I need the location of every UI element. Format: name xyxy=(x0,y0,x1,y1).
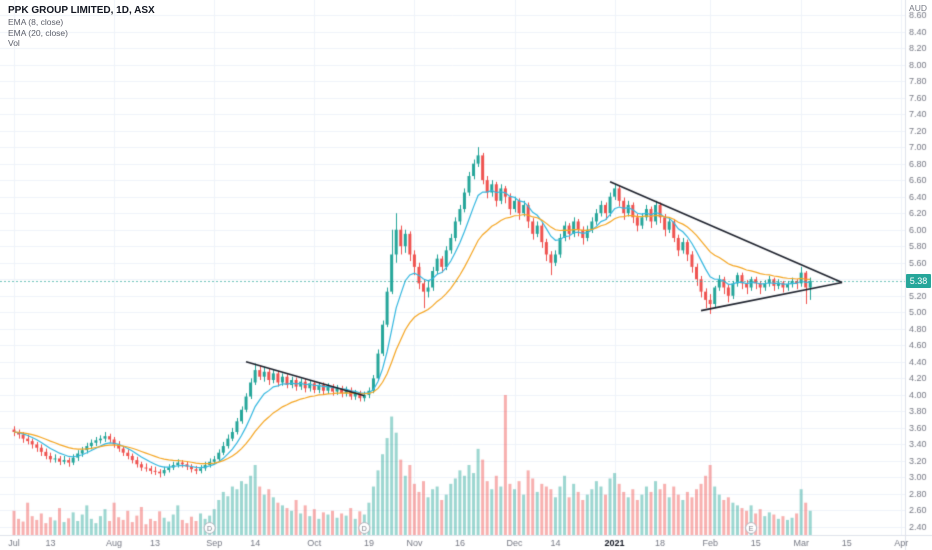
indicator-vol-label[interactable]: Vol xyxy=(8,38,20,48)
symbol-title[interactable]: PPK GROUP LIMITED, 1D, ASX xyxy=(8,5,155,16)
last-price-badge: 5.38 xyxy=(906,273,931,288)
indicator-ema20-label[interactable]: EMA (20, close) xyxy=(8,27,68,38)
chart-legend: PPK GROUP LIMITED, 1D, ASX EMA (8, close… xyxy=(8,5,155,49)
indicator-ema8-label[interactable]: EMA (8, close) xyxy=(8,17,64,27)
currency-label: AUD xyxy=(909,3,927,13)
